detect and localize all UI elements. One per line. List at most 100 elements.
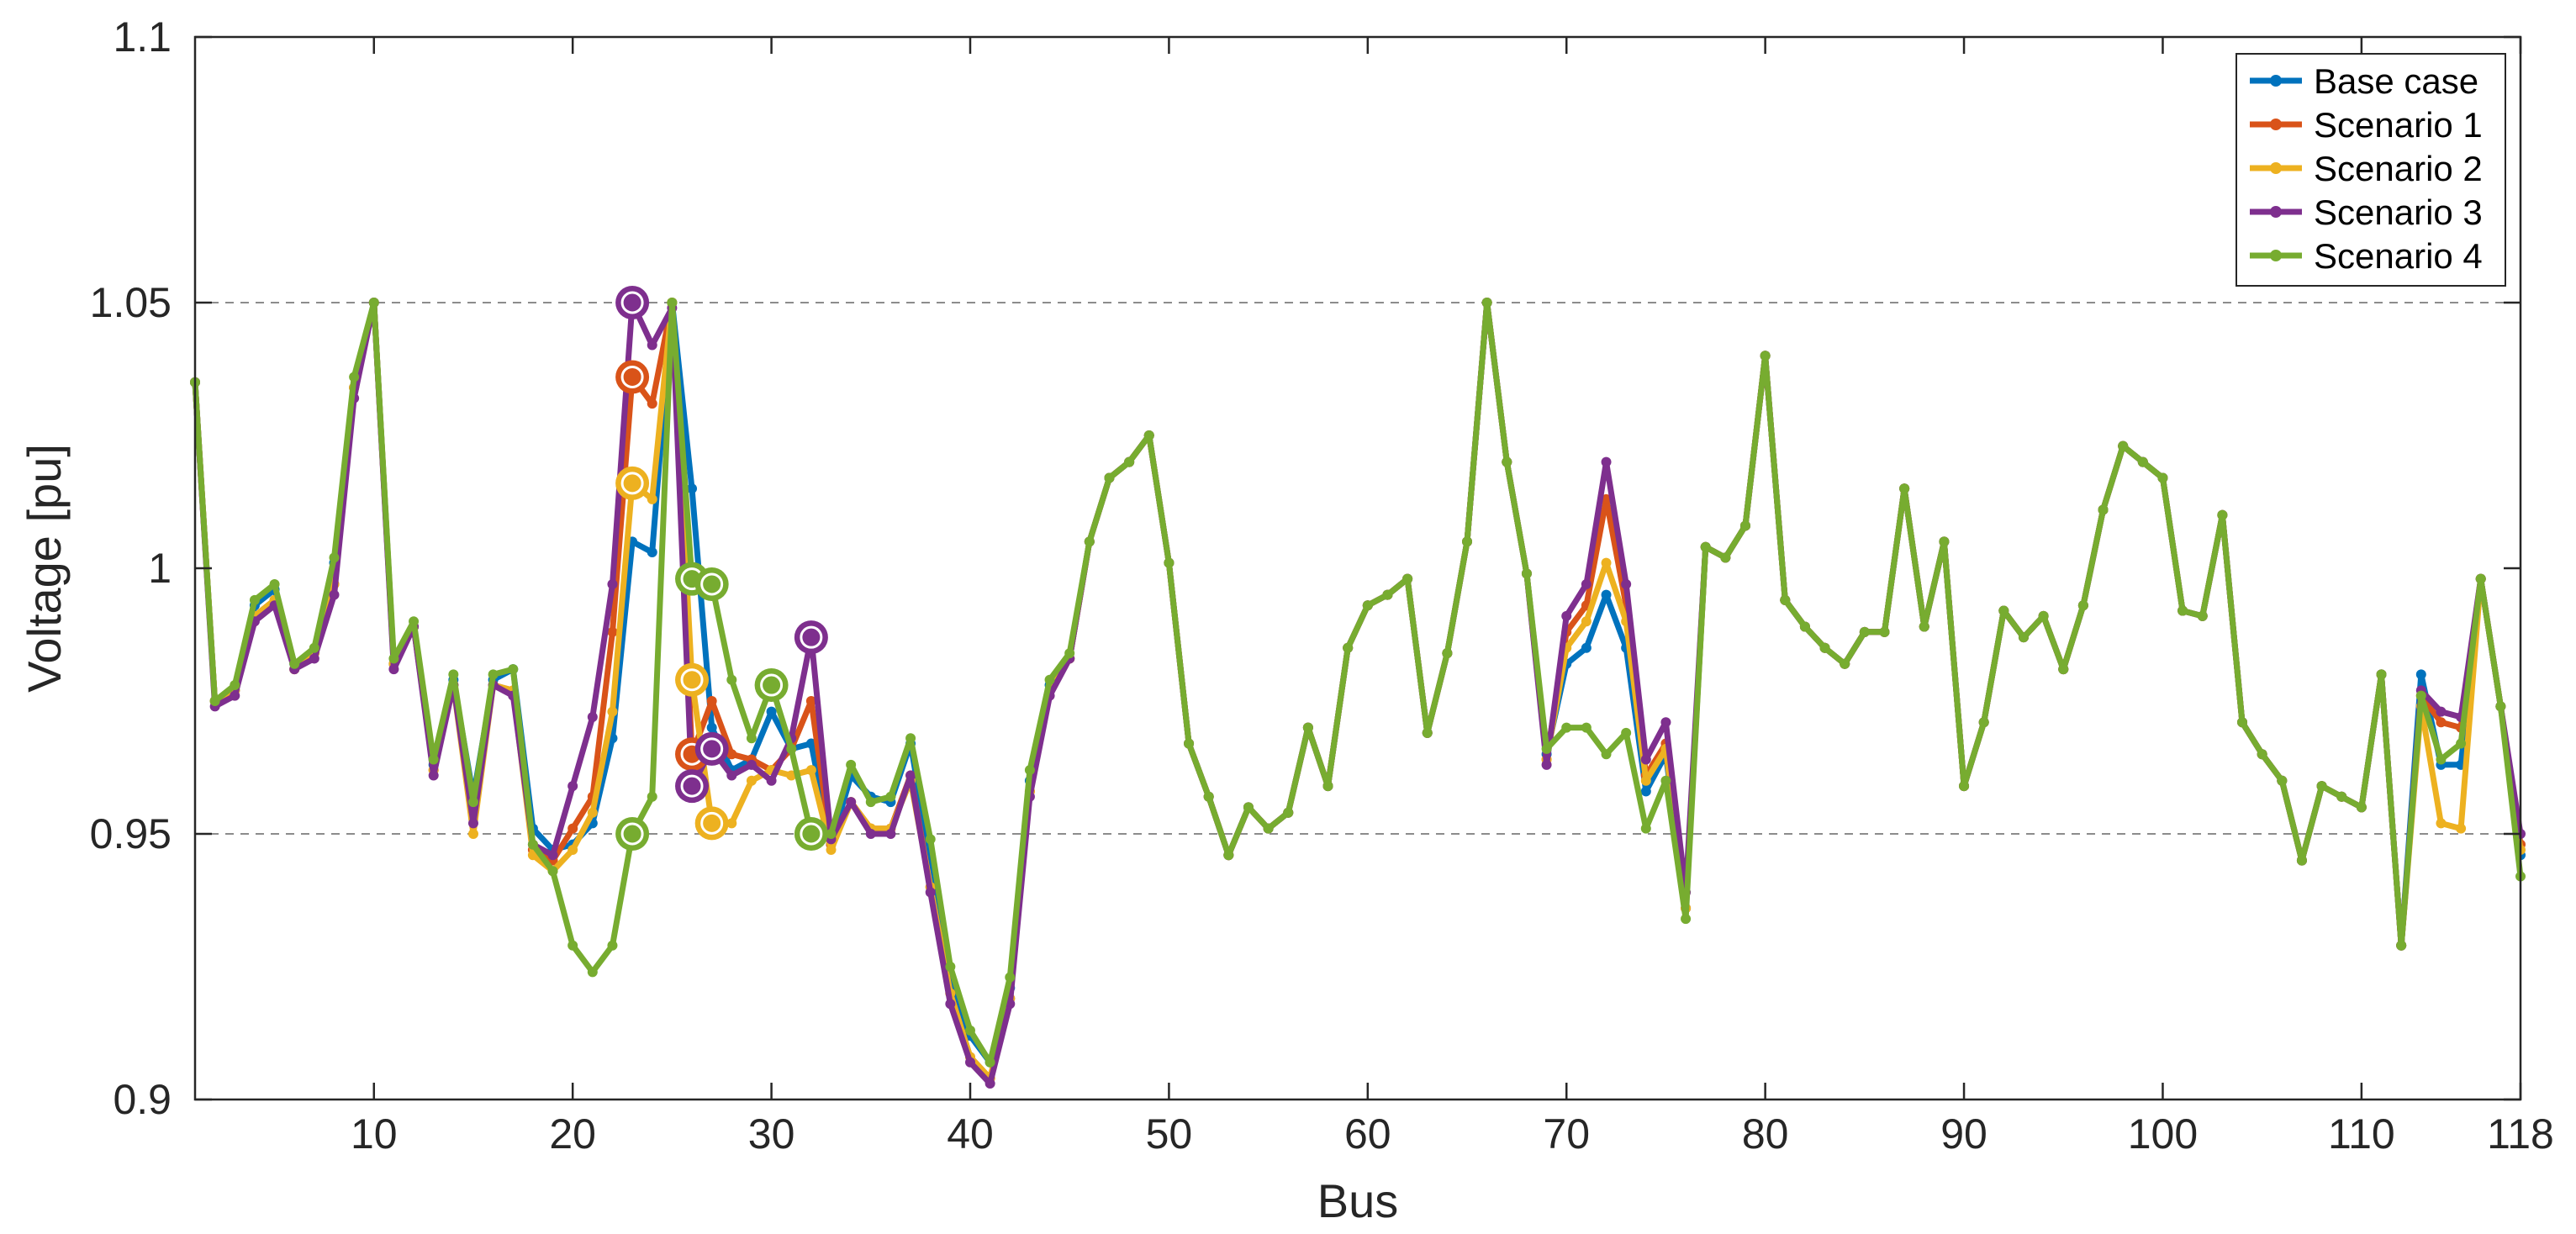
legend-label: Scenario 1 [2314, 105, 2483, 145]
x-tick-label: 118 [2487, 1110, 2554, 1158]
data-point [1382, 589, 1393, 600]
data-point [2058, 664, 2069, 675]
data-point [1084, 536, 1095, 547]
y-tick-label: 1.05 [90, 279, 172, 326]
highlight-ring [700, 811, 724, 835]
data-point [1422, 727, 1433, 738]
data-point [428, 754, 439, 765]
highlight-marker [615, 466, 650, 500]
data-point [2296, 855, 2307, 866]
x-axis-label: Bus [1317, 1174, 1399, 1227]
x-tick-label: 80 [1742, 1110, 1789, 1158]
data-point [746, 733, 757, 744]
data-point [667, 298, 678, 308]
data-point [1621, 578, 1632, 589]
data-point [488, 669, 499, 680]
data-point [1561, 610, 1572, 621]
data-point [567, 844, 578, 855]
data-point [567, 823, 578, 834]
data-point [647, 547, 657, 558]
data-point [1978, 717, 1989, 728]
data-point [587, 711, 598, 722]
data-point [1143, 430, 1154, 440]
data-point [2257, 749, 2267, 760]
data-point [1462, 536, 1473, 547]
data-point [786, 743, 797, 754]
highlight-marker [694, 806, 729, 841]
data-point [885, 829, 896, 839]
data-point [1184, 738, 1195, 749]
data-point [1660, 717, 1671, 728]
data-point [388, 653, 399, 664]
data-point [1541, 759, 1552, 770]
data-point [1005, 999, 1016, 1010]
legend-swatch-marker [2270, 162, 2282, 174]
data-point [309, 653, 319, 664]
data-point [467, 797, 478, 808]
data-point [687, 483, 698, 494]
data-point [547, 866, 558, 877]
data-point [1581, 642, 1592, 653]
highlight-ring [620, 291, 644, 314]
highlighted-points [615, 286, 828, 851]
data-point [2436, 818, 2447, 829]
data-point [925, 834, 936, 845]
data-point [865, 829, 876, 839]
x-tick-label: 50 [1146, 1110, 1193, 1158]
data-point [1899, 483, 1910, 494]
y-tick-label: 0.95 [90, 810, 172, 857]
legend-label: Scenario 3 [2314, 192, 2483, 232]
highlight-marker [615, 286, 650, 319]
data-point [2177, 605, 2188, 616]
data-point [547, 850, 558, 861]
legend-swatch-marker [2270, 119, 2282, 130]
data-point [1621, 727, 1632, 738]
legend-swatch-marker [2270, 250, 2282, 261]
data-point [1521, 568, 1532, 579]
highlight-ring [620, 472, 644, 495]
data-point [428, 770, 439, 781]
data-point [1402, 573, 1413, 584]
data-point [2098, 504, 2109, 515]
data-point [587, 967, 598, 978]
data-point [209, 696, 220, 706]
data-point [527, 839, 538, 850]
data-point [1223, 850, 1234, 861]
data-point [746, 775, 757, 786]
data-point [2316, 781, 2327, 792]
x-tick-label: 60 [1344, 1110, 1391, 1158]
data-point [2157, 472, 2168, 483]
y-tick-label: 1 [148, 545, 172, 592]
data-point [2038, 610, 2049, 621]
data-point [349, 372, 360, 382]
data-point [2475, 573, 2486, 584]
x-tick-label: 100 [2128, 1110, 2198, 1158]
data-point [726, 674, 737, 685]
data-point [726, 770, 737, 781]
data-point [1561, 722, 1572, 733]
data-point [965, 1025, 975, 1036]
data-point [1879, 626, 1890, 637]
data-point [706, 696, 717, 706]
data-point [1760, 351, 1771, 361]
x-tick-label: 10 [351, 1110, 398, 1158]
data-point [846, 759, 857, 770]
data-point [388, 664, 399, 675]
data-point [2077, 600, 2088, 611]
legend-swatch-marker [2270, 75, 2282, 87]
highlight-ring [620, 822, 644, 846]
data-point [1481, 298, 1492, 308]
axis-ticks: 10 20 30 40 50 60 70 80 90 100 110 118 0.9 0.95 1 1.05 1… [90, 13, 2554, 1158]
series-lines [190, 298, 2526, 1089]
data-point [607, 578, 618, 589]
data-point [2018, 632, 2029, 643]
data-point [805, 696, 816, 706]
data-point [647, 493, 657, 504]
data-point [2436, 717, 2447, 728]
data-point [905, 770, 916, 781]
highlight-marker [694, 731, 729, 766]
highlight-marker [754, 668, 789, 703]
data-point [1322, 781, 1333, 792]
data-point [2415, 690, 2426, 701]
